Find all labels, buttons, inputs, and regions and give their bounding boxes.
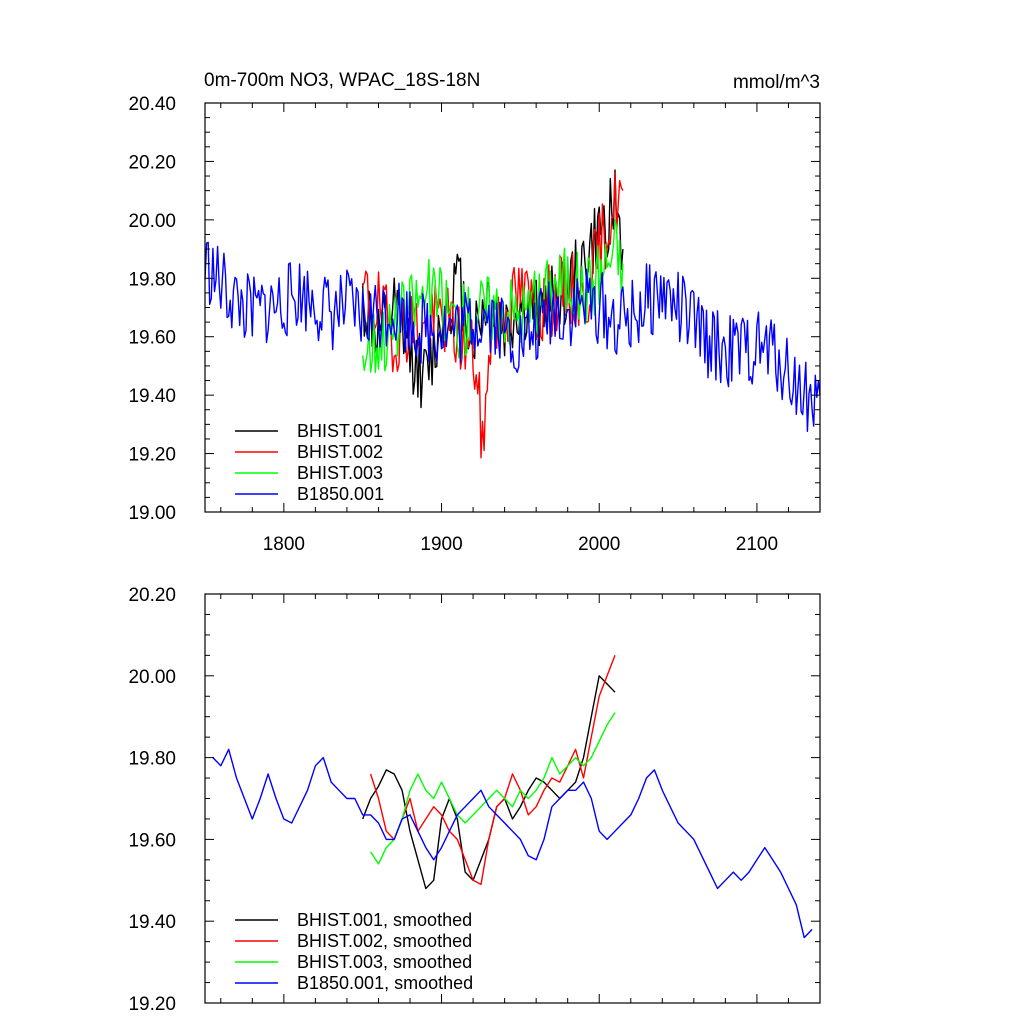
x-tick-label: 1800 xyxy=(263,534,305,555)
series-line-2 xyxy=(369,655,616,886)
y-tick-label: 19.60 xyxy=(128,830,176,851)
bottom-panel: 19.20 19.40 19.60 19.80 20.00 20.20 BHIST.001… xyxy=(128,585,821,1015)
y-tick-label: 19.80 xyxy=(128,749,176,770)
legend-label-3: BHIST.003 xyxy=(297,463,383,483)
chart-title: 0m-700m NO3, WPAC_18S-18N xyxy=(204,70,480,91)
series-line-4 xyxy=(204,241,821,432)
legend-label-2: BHIST.002, smoothed xyxy=(297,931,472,951)
y-tick-label: 19.00 xyxy=(128,503,176,524)
y-tick-label: 20.00 xyxy=(128,667,176,688)
y-tick-label: 20.00 xyxy=(128,211,176,232)
y-tick-label: 20.20 xyxy=(128,585,176,606)
series-line-3 xyxy=(370,712,616,865)
top-axis-ticks: 19.00 19.20 19.40 19.60 19.80 20.00 20.20 20.40… xyxy=(128,94,821,555)
y-tick-label: 19.40 xyxy=(128,912,176,933)
x-tick-label: 2000 xyxy=(578,534,620,555)
y-tick-label: 19.40 xyxy=(128,386,176,407)
legend-label-3: BHIST.003, smoothed xyxy=(297,952,472,972)
top-plot-area xyxy=(204,169,821,459)
legend-label-4: B1850.001, smoothed xyxy=(297,973,473,993)
y-tick-label: 19.20 xyxy=(128,994,176,1015)
top-panel: 0m-700m NO3, WPAC_18S-18N mmol/m^3 19.00… xyxy=(128,70,821,555)
series-line-1 xyxy=(362,675,616,890)
y-tick-label: 20.20 xyxy=(128,152,176,173)
y-tick-label: 19.60 xyxy=(128,328,176,349)
units-label: mmol/m^3 xyxy=(733,72,820,93)
x-tick-label: 2100 xyxy=(736,534,778,555)
x-tick-label: 1900 xyxy=(420,534,462,555)
legend-label-4: B1850.001 xyxy=(297,484,384,504)
legend-label-2: BHIST.002 xyxy=(297,442,383,462)
y-tick-label: 20.40 xyxy=(128,94,176,115)
bottom-axis-ticks: 19.20 19.40 19.60 19.80 20.00 20.20 xyxy=(128,585,821,1015)
y-tick-label: 19.20 xyxy=(128,445,176,466)
y-tick-label: 19.80 xyxy=(128,269,176,290)
series-line-4 xyxy=(212,748,813,939)
bottom-plot-area xyxy=(212,655,813,939)
legend-label-1: BHIST.001 xyxy=(297,421,383,441)
legend-label-1: BHIST.001, smoothed xyxy=(297,910,472,930)
